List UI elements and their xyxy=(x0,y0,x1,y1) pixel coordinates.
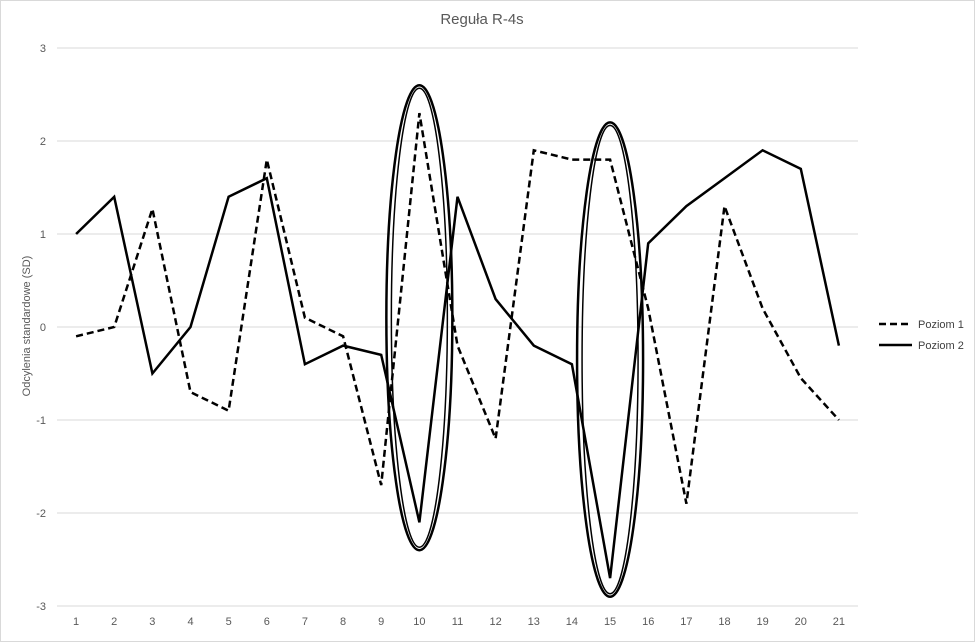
y-tick-label: 1 xyxy=(40,229,46,241)
x-tick-label: 19 xyxy=(757,616,769,628)
y-tick-label: 0 xyxy=(40,322,46,334)
x-tick-label: 12 xyxy=(490,616,502,628)
legend[interactable]: Poziom 1 Poziom 2 xyxy=(879,319,964,352)
y-tick-label: 2 xyxy=(40,136,46,148)
highlight-ellipse-inner xyxy=(581,124,639,595)
x-tick-label: 13 xyxy=(528,616,540,628)
series-lines xyxy=(75,112,841,579)
y-tick-label: -3 xyxy=(36,601,46,613)
x-tick-label: 21 xyxy=(833,616,845,628)
series-line-2 xyxy=(75,148,841,579)
y-tick-label: 3 xyxy=(40,43,46,55)
legend-label-poziom-2: Poziom 2 xyxy=(918,340,964,352)
highlight-ellipse xyxy=(575,121,645,598)
highlight-ellipses xyxy=(385,83,645,598)
x-tick-label: 2 xyxy=(111,616,117,628)
x-tick-label: 7 xyxy=(302,616,308,628)
x-tick-label: 4 xyxy=(187,616,193,628)
x-tick-label: 9 xyxy=(378,616,384,628)
x-tick-label: 11 xyxy=(452,616,463,628)
legend-label-poziom-1: Poziom 1 xyxy=(918,319,964,331)
highlight-ellipse-inner xyxy=(390,87,449,548)
x-tick-label: 18 xyxy=(718,616,730,628)
x-tick-label: 6 xyxy=(264,616,270,628)
x-tick-label: 20 xyxy=(795,616,807,628)
x-tick-label: 3 xyxy=(149,616,155,628)
x-tick-label: 17 xyxy=(680,616,692,628)
x-tick-label: 14 xyxy=(566,616,578,628)
y-tick-label: -1 xyxy=(36,415,46,427)
x-tick-label: 15 xyxy=(604,616,616,628)
x-tick-label: 8 xyxy=(340,616,346,628)
highlight-ellipse xyxy=(385,83,454,552)
gridlines xyxy=(57,47,858,607)
x-tick-label: 10 xyxy=(413,616,425,628)
x-tick-label: 5 xyxy=(226,616,232,628)
x-tick-label: 1 xyxy=(73,616,79,628)
y-tick-label: -2 xyxy=(36,508,46,520)
y-axis-ticks: -3 -2 -1 0 1 2 3 xyxy=(36,43,46,613)
x-axis-ticks: 1 2 3 4 5 6 7 8 9 10 11 12 13 14 15 16 17 18 19 20 21 xyxy=(73,616,845,628)
series-line-1 xyxy=(75,112,840,504)
x-tick-label: 16 xyxy=(642,616,654,628)
chart-title: Reguła R-4s xyxy=(440,11,523,28)
y-axis-title: Odcylenia standardowe (SD) xyxy=(21,256,33,397)
